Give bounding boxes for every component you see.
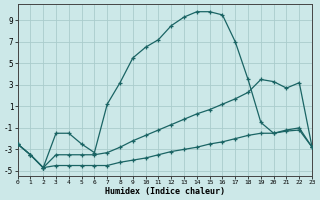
X-axis label: Humidex (Indice chaleur): Humidex (Indice chaleur) bbox=[105, 187, 225, 196]
